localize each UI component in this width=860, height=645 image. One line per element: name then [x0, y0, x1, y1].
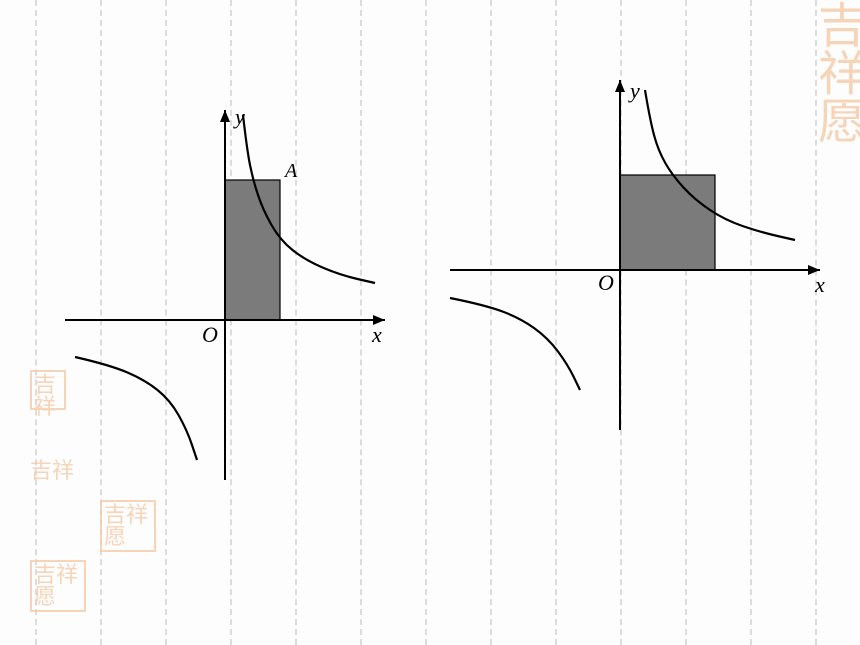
origin-label-left: O [202, 322, 218, 348]
point-label-A: A [285, 160, 297, 183]
origin-label-right: O [598, 270, 614, 296]
axis-label-y-left: y [235, 104, 245, 130]
chart-left-svg [50, 100, 390, 490]
axis-label-x-left: x [372, 322, 382, 348]
chart-left: y x O A [50, 100, 390, 490]
chart-right: y x O [440, 70, 840, 460]
chart-right-svg [440, 70, 840, 460]
axis-label-x-right: x [815, 272, 825, 298]
watermark-left-3: 吉祥愿 [100, 500, 156, 552]
watermark-left-4: 吉祥愿 [30, 560, 86, 612]
axis-label-y-right: y [630, 78, 640, 104]
